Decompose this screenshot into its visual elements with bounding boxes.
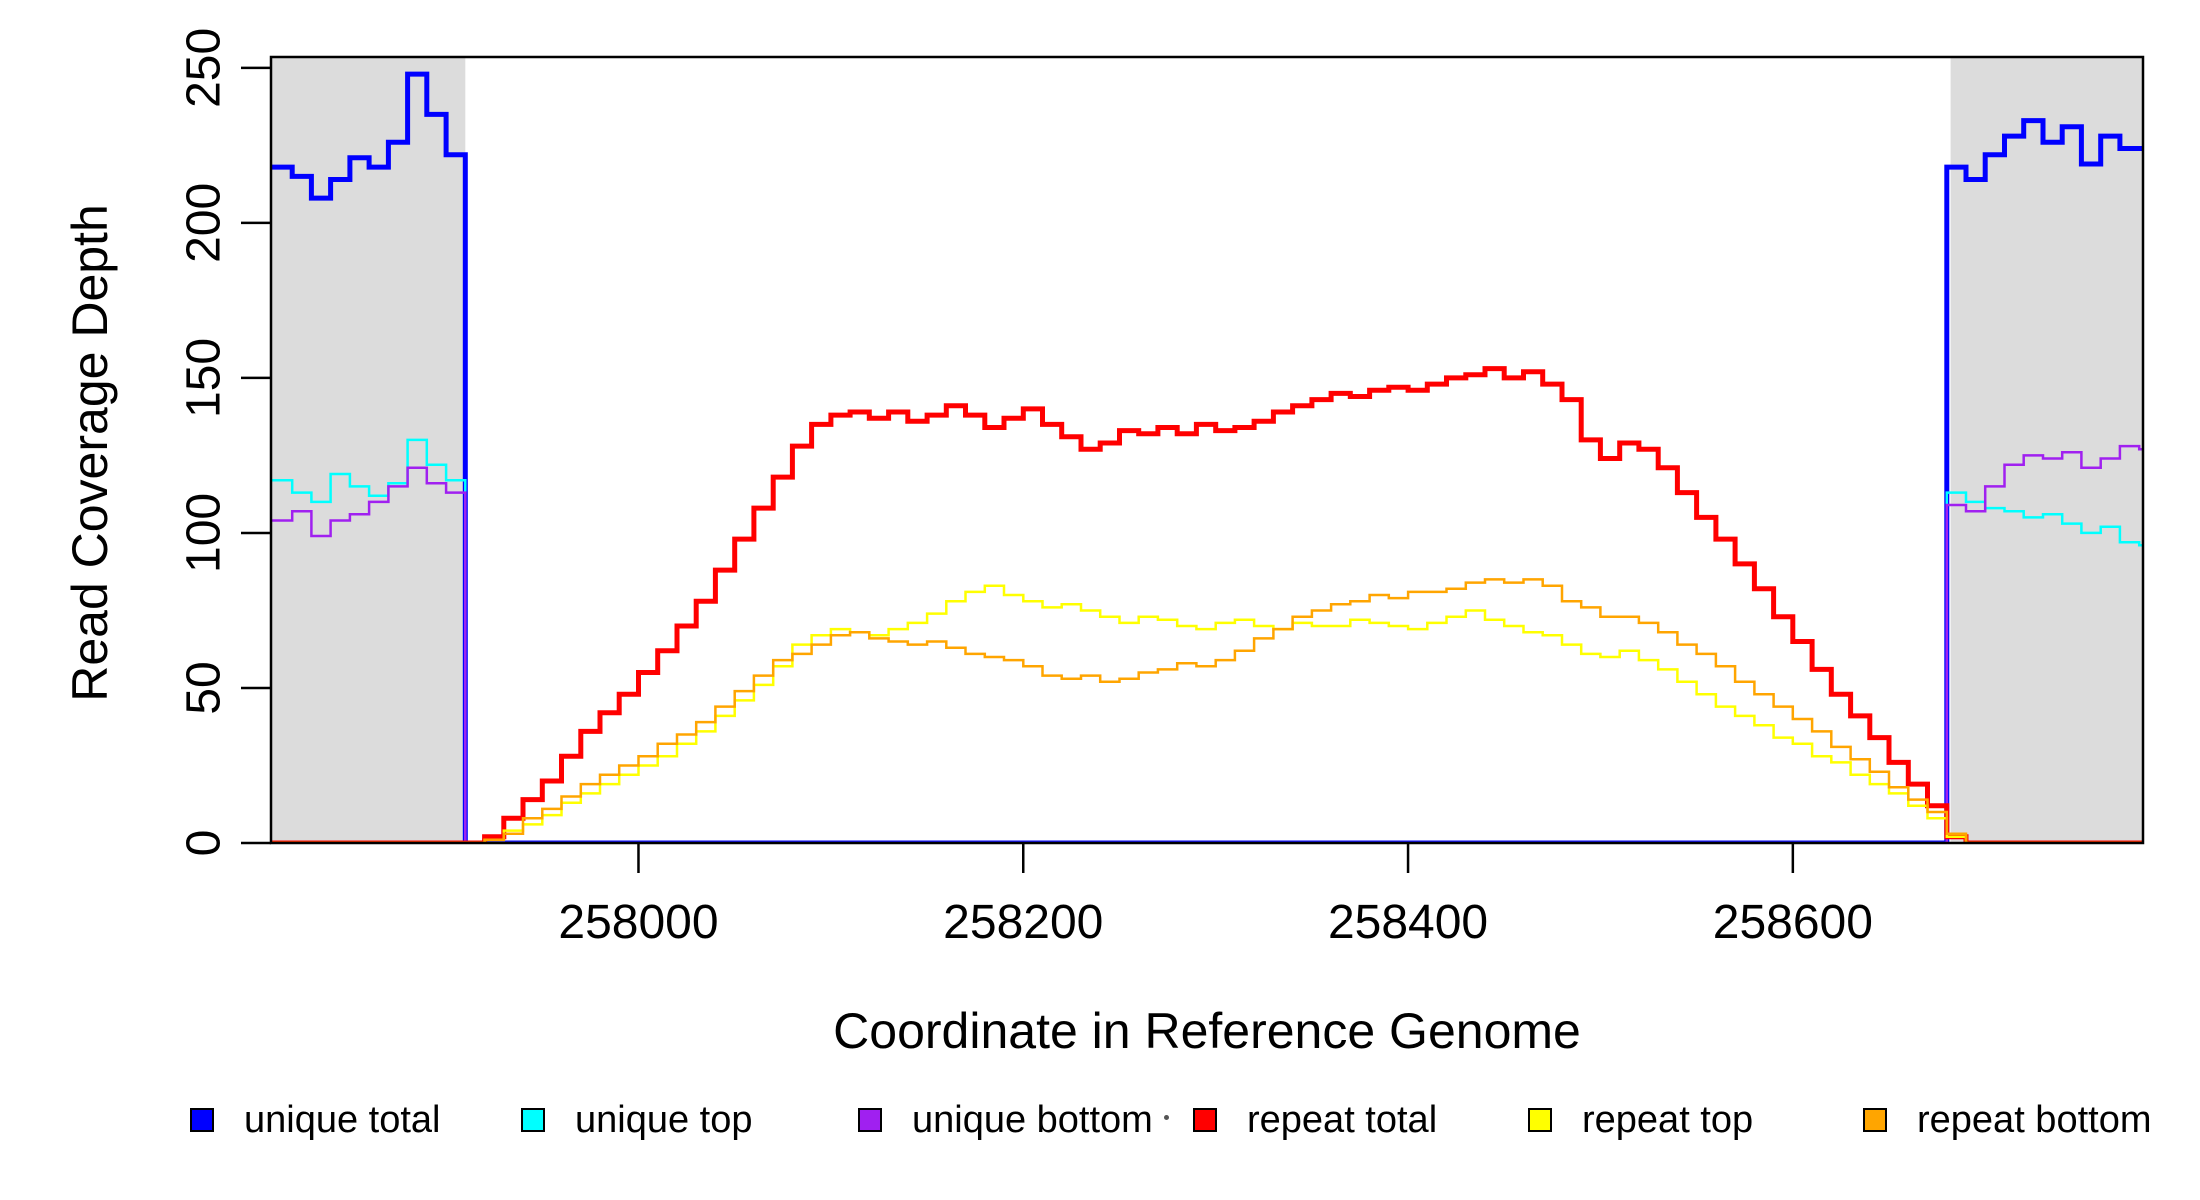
y-tick-label: 150: [178, 338, 231, 418]
x-tick-label: 258400: [1328, 896, 1488, 949]
legend-label: repeat bottom: [1917, 1099, 2152, 1141]
legend-item-repeat-top: repeat top: [1528, 1096, 1753, 1144]
legend-swatch-repeat-total: [1193, 1108, 1217, 1132]
shaded-region-2: [1950, 57, 2143, 843]
y-tick-label: 100: [178, 493, 231, 573]
x-axis-title: Coordinate in Reference Genome: [833, 1003, 1581, 1059]
legend-swatch-repeat-bottom: [1863, 1108, 1887, 1132]
stray-dot-artifact: [1164, 1115, 1169, 1120]
legend-label: repeat total: [1247, 1099, 1438, 1141]
y-tick-label: 200: [178, 183, 231, 263]
legend-item-repeat-bottom: repeat bottom: [1863, 1096, 2151, 1144]
legend-label: unique total: [244, 1099, 441, 1141]
x-tick-label: 258000: [558, 896, 718, 949]
y-axis-title: Read Coverage Depth: [62, 204, 118, 702]
legend-swatch-unique-total: [190, 1108, 214, 1132]
legend-swatch-unique-top: [521, 1108, 545, 1132]
legend-item-unique-total: unique total: [190, 1096, 441, 1144]
legend-label: unique bottom: [912, 1099, 1153, 1141]
legend-item-unique-bottom: unique bottom: [858, 1096, 1153, 1144]
series-line-repeat-bottom: [271, 578, 2143, 843]
plot-box: [269, 55, 2145, 845]
legend-item-unique-top: unique top: [521, 1096, 753, 1144]
shaded-region-1: [271, 57, 466, 843]
legend: unique total unique top unique bottom re…: [0, 1096, 2200, 1156]
series-layer: [271, 71, 2143, 843]
series-line-unique-bottom: [271, 444, 2143, 843]
y-tick-label: 50: [178, 661, 231, 714]
legend-swatch-unique-bottom: [858, 1108, 882, 1132]
legend-label: unique top: [575, 1099, 753, 1141]
legend-label: repeat top: [1582, 1099, 1754, 1141]
legend-item-repeat-total: repeat total: [1193, 1096, 1437, 1144]
series-line-repeat-top: [271, 584, 2143, 843]
y-tick-label: 0: [178, 830, 231, 857]
legend-swatch-repeat-top: [1528, 1108, 1552, 1132]
y-tick-label: 250: [178, 28, 231, 108]
series-line-repeat-total: [271, 366, 2143, 843]
series-line-unique-total: [271, 71, 2143, 843]
x-tick-label: 258200: [943, 896, 1103, 949]
x-tick-label: 258600: [1713, 896, 1873, 949]
